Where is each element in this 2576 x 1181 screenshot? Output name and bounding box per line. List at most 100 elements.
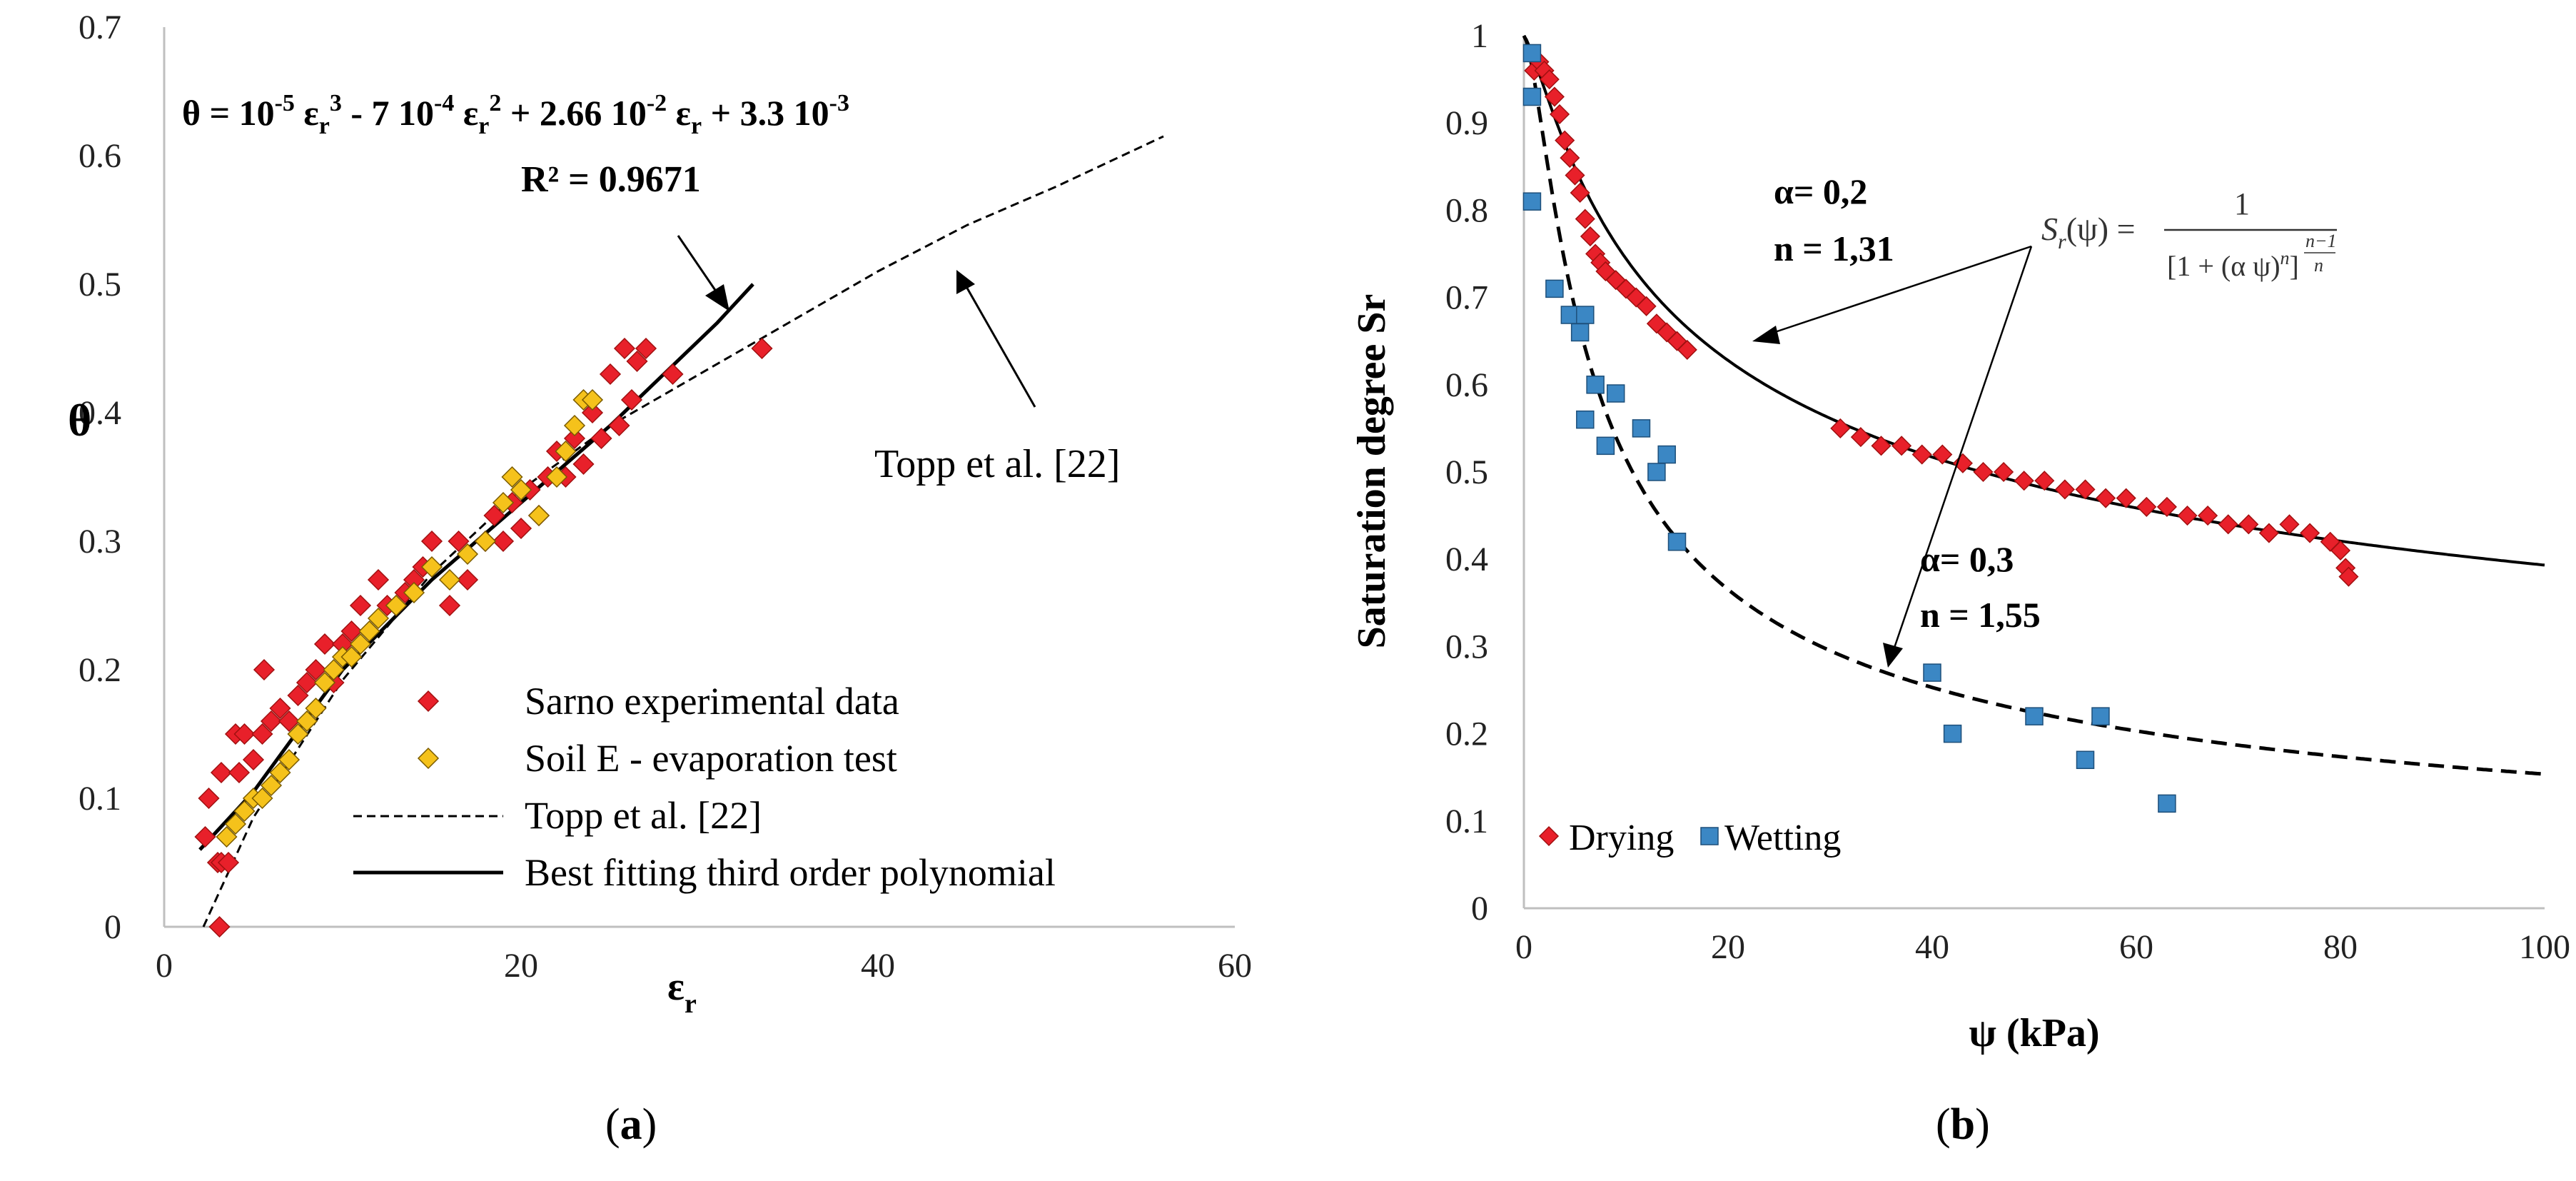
legend-soil-e-marker [417,747,440,770]
sarno-data-point [581,401,604,424]
y-tick-label: 0.5 [79,266,121,303]
drying-data-point [2300,523,2320,543]
y-tick-label: 0 [1471,890,1488,928]
chart-a-svg: 0 0.1 0.2 0.3 0.4 0.5 0.6 0.7 0 20 40 60 θ εr θ = 1… [68,9,1252,1019]
y-tick-label: 0.7 [79,9,121,46]
drying-data-point [1850,427,1871,448]
soil-e-data-point [340,645,363,668]
drying-data-point [2330,540,2351,561]
drying-pointer-head [1752,326,1780,344]
soil-e-data-point [224,813,247,835]
wetting-data-point [1522,87,1542,106]
soil-e-data-point [349,633,372,655]
y-tick-label: 0.2 [79,651,121,689]
sarno-data-point [635,337,657,360]
chart-a-axes [163,27,1235,928]
r-squared-label: R² = 0.9671 [521,159,701,200]
legend-drying-label: Drying [1569,818,1674,858]
sarno-data-point [492,530,515,553]
drying-data-point [2258,523,2279,543]
y-tick-label: 0.9 [1445,104,1488,142]
sarno-data-point [626,350,648,373]
soil-e-data-point [456,543,479,566]
soil-e-data-point [527,504,550,527]
wetting-data-point [1657,445,1676,464]
sarno-data-point [590,427,612,450]
drying-model-curve [1522,34,2545,567]
drying-data-point [2279,514,2300,535]
legend-wetting-marker [1700,827,1719,845]
y-tick-label: 0 [104,908,121,946]
soil-e-data-point [403,581,425,604]
wetting-pointer-head [1883,643,1903,668]
soil-e-data-point [296,710,318,733]
drying-data-point [1830,418,1851,438]
soil-e-data-point [474,530,497,553]
sarno-data-point [198,787,220,810]
formula-lhs: Sr(ψ) = [2041,211,2136,253]
drying-data-point [1891,436,1912,456]
y-tick-label: 0.7 [1445,279,1488,317]
legend-wetting-label: Wetting [1724,818,1841,858]
drying-data-point [2014,471,2034,491]
wetting-data-point [1596,436,1615,456]
sarno-data-point [210,761,233,784]
sarno-data-point [456,568,479,591]
y-tick-label: 0.5 [1445,453,1488,491]
formula-numerator: 1 [2234,186,2250,221]
legend-drying-marker [1538,825,1560,847]
x-tick-label: 60 [2119,928,2153,966]
drying-data-point [1994,461,2014,483]
y-tick-label: 0.3 [1445,628,1488,665]
drying-data-point [1539,69,1560,90]
wetting-model-curve [1522,34,2545,776]
soil-e-data-point [323,658,345,681]
wetting-data-point [1923,663,1941,682]
sarno-data-point [420,530,443,553]
sarno-data-point [563,427,586,450]
sarno-data-point [287,684,309,707]
drying-data-point [2054,479,2075,500]
wetting-data-point [2076,750,2095,770]
soil-e-data-point [492,491,515,514]
legend-sarno-label: Sarno experimental data [525,680,899,723]
y-tick-label: 0.1 [1445,803,1488,840]
sarno-data-point [313,633,336,655]
sarno-data-point [367,568,390,591]
chart-b-legend: Drying Wetting [1538,818,1841,858]
y-axis-label: Saturation degree Sr [1350,294,1394,649]
sarno-data-point [253,658,276,681]
sarno-data-point [613,337,636,360]
drying-data-point [1871,436,1891,456]
soil-e-data-point [358,620,380,643]
sarno-data-point [233,723,256,745]
sarno-data-point [242,748,265,771]
wetting-data-point [2025,707,2044,725]
soil-e-data-point [269,761,291,784]
soil-e-data-point [260,774,283,797]
wetting-data-point [1576,306,1595,324]
legend-soil-e-label: Soil E - evaporation test [525,737,897,780]
soil-e-data-point [420,556,443,578]
legend-poly-label: Best fitting third order polynomial [525,851,1056,894]
formula-denominator: [1 + (α ψ)n] [2167,248,2299,282]
sarno-data-point [438,594,461,617]
wetting-data-point [1570,323,1590,342]
wetting-data-point [1545,279,1564,298]
x-tick-label: 40 [1915,928,1949,966]
sarno-data-point [269,697,291,720]
formula-exp-numerator: n−1 [2305,231,2337,251]
x-tick-label: 20 [1711,928,1745,966]
sarno-data-point [228,761,251,784]
panel-b-caption: (b) [1936,1100,1990,1149]
wetting-data-point [1943,724,1962,743]
drying-data-point [1565,165,1585,186]
x-tick-label: 0 [1515,928,1532,966]
soil-e-data-point [313,671,336,694]
sarno-data-point [340,620,363,643]
sarno-data-point [620,388,643,411]
y-tick-label: 1 [1471,17,1488,55]
alpha-drying-label: α= 0,2 [1774,171,1867,211]
y-tick-label: 0.3 [79,523,121,561]
x-tick-label: 0 [156,947,173,985]
